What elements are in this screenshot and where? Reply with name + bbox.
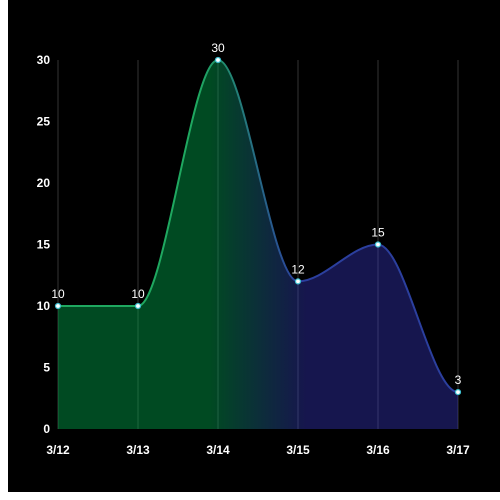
axis-labels: 3/12 3/13 3/14 3/15 3/16 3/17 0 5 10 15 20 25 30 (37, 53, 470, 457)
data-labels: 10 10 30 12 15 3 (51, 41, 461, 387)
x-tick-label: 3/14 (206, 443, 230, 457)
data-label: 3 (455, 373, 462, 387)
data-point (294, 278, 302, 285)
data-point (54, 302, 62, 310)
data-points (54, 56, 462, 396)
x-tick-label: 3/12 (46, 443, 70, 457)
x-tick-label: 3/16 (366, 443, 390, 457)
x-tick-label: 3/15 (286, 443, 310, 457)
y-tick-label: 20 (37, 176, 51, 190)
y-tick-label: 0 (43, 422, 50, 436)
data-label: 15 (371, 226, 385, 240)
y-tick-label: 30 (37, 53, 51, 67)
y-tick-label: 15 (37, 238, 51, 252)
y-tick-label: 10 (37, 299, 51, 313)
x-tick-label: 3/13 (126, 443, 150, 457)
series-line (58, 58, 459, 394)
y-tick-label: 5 (43, 361, 50, 375)
data-point (454, 389, 462, 396)
data-point (374, 241, 382, 248)
data-point (214, 56, 222, 64)
data-label: 12 (291, 262, 305, 276)
data-point (134, 302, 142, 310)
x-tick-label: 3/17 (446, 443, 470, 457)
y-tick-label: 25 (37, 115, 51, 129)
data-label: 10 (131, 287, 145, 301)
data-label: 30 (211, 41, 225, 55)
data-label: 10 (51, 287, 65, 301)
series-area (58, 60, 458, 429)
